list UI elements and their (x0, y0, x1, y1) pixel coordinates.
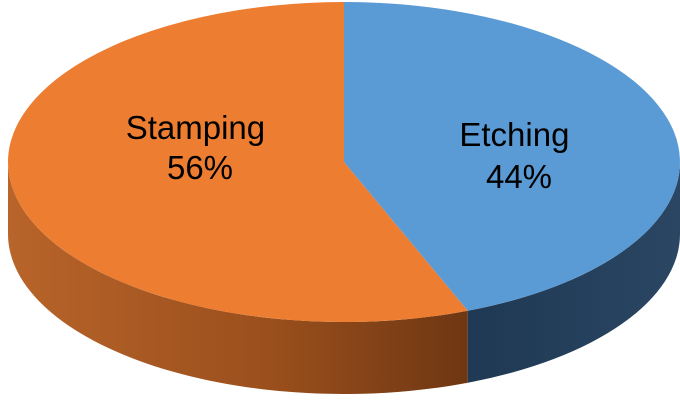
pie-slice-stamping (7, 2, 468, 322)
slice-label-etching: Etching 44% (459, 116, 578, 195)
slice-name-etching: Etching (459, 116, 569, 153)
pie-side-stamping (8, 162, 468, 394)
pie-slice-etching (344, 2, 680, 311)
slice-label-stamping: Stamping 56% (126, 109, 275, 186)
slice-name-stamping: Stamping (126, 109, 265, 146)
slice-value-stamping: 56% (167, 149, 233, 186)
pie-side-etching (467, 162, 680, 383)
slice-value-etching: 44% (486, 158, 552, 195)
